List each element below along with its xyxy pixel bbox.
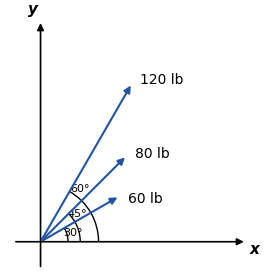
Text: x: x [250,242,260,257]
Text: 80 lb: 80 lb [135,147,169,161]
Text: 45°: 45° [67,209,87,219]
Text: 60°: 60° [70,184,90,194]
Text: 120 lb: 120 lb [140,73,183,87]
Text: 60 lb: 60 lb [128,192,162,206]
Text: 30°: 30° [63,228,83,238]
Text: y: y [28,2,38,17]
